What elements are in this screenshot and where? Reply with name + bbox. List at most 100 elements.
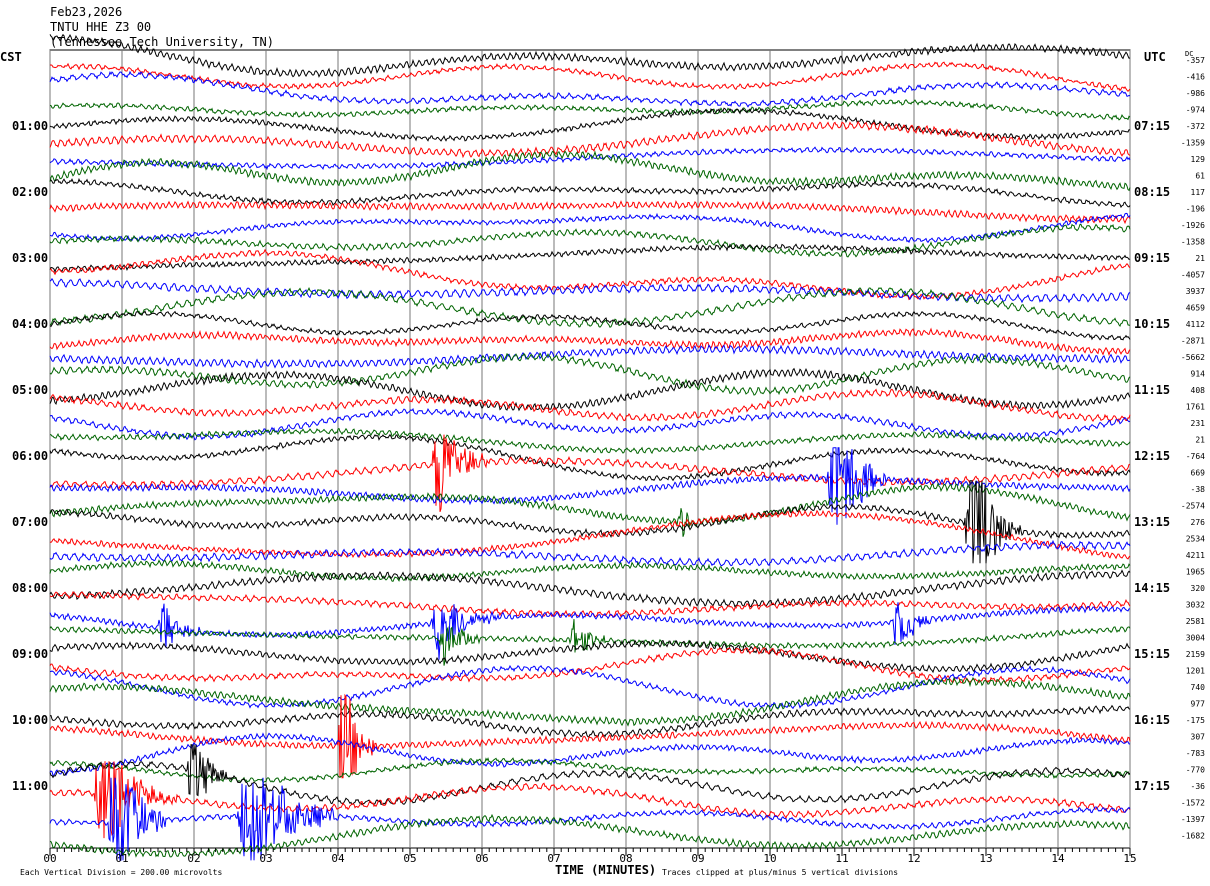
- trace-line-40: [49, 704, 1131, 739]
- x-tick-label: 15: [1123, 852, 1136, 865]
- x-tick-label: 13: [979, 852, 992, 865]
- dc-offset-label: 408: [1191, 386, 1206, 395]
- x-tick-label: 04: [331, 852, 345, 865]
- left-timezone-label: CST: [0, 50, 22, 64]
- trace-line-12: [49, 243, 1131, 274]
- trace-line-35: [49, 619, 1131, 666]
- trace-line-24: [49, 433, 1131, 482]
- dc-offset-label: 231: [1191, 419, 1206, 428]
- dc-offset-label: -36: [1191, 782, 1206, 791]
- x-tick-label: 09: [691, 852, 704, 865]
- dc-offset-label: -2574: [1181, 502, 1205, 511]
- trace-line-44: [49, 744, 1131, 806]
- dc-offset-label: -196: [1186, 205, 1205, 214]
- trace-line-9: [49, 199, 1131, 225]
- trace-line-19: [49, 352, 1131, 396]
- dc-offset-label: 977: [1191, 700, 1206, 709]
- dc-offset-label: -1359: [1181, 139, 1205, 148]
- dc-offset-label: -986: [1186, 89, 1205, 98]
- cst-hour-label: 09:00: [12, 647, 48, 661]
- trace-line-8: [49, 177, 1131, 209]
- dc-offset-label: 320: [1191, 584, 1206, 593]
- utc-hour-label: 12:15: [1134, 449, 1170, 463]
- trace-line-46: [49, 777, 1131, 861]
- dc-offset-label: -770: [1186, 766, 1205, 775]
- dc-offset-label: 3937: [1186, 287, 1205, 296]
- dc-offset-label: -5662: [1181, 353, 1205, 362]
- dc-offset-label: -416: [1186, 73, 1205, 82]
- trace-line-39: [49, 676, 1131, 727]
- trace-line-43: [49, 757, 1131, 784]
- trace-line-16: [49, 310, 1131, 341]
- dc-offset-label: 117: [1191, 188, 1206, 197]
- dc-offset-label: -1926: [1181, 221, 1205, 230]
- dc-offset-label: 1201: [1186, 667, 1205, 676]
- cst-hour-label: 06:00: [12, 449, 48, 463]
- utc-hour-label: 10:15: [1134, 317, 1170, 331]
- trace-line-42: [49, 732, 1131, 777]
- dc-offset-label: 4112: [1186, 320, 1205, 329]
- x-tick-label: 01: [115, 852, 128, 865]
- trace-line-7: [49, 150, 1131, 192]
- utc-hour-label: 14:15: [1134, 581, 1170, 595]
- trace-line-22: [49, 407, 1131, 441]
- utc-hour-label: 08:15: [1134, 185, 1170, 199]
- trace-line-6: [49, 146, 1131, 171]
- utc-hour-label: 16:15: [1134, 713, 1170, 727]
- trace-line-23: [49, 427, 1131, 455]
- x-tick-label: 11: [835, 852, 848, 865]
- utc-hour-label: 09:15: [1134, 251, 1170, 265]
- trace-line-10: [49, 212, 1131, 244]
- x-tick-label: 06: [475, 852, 488, 865]
- trace-line-21: [49, 388, 1131, 423]
- dc-offset-label: 740: [1191, 683, 1206, 692]
- trace-line-30: [49, 539, 1131, 567]
- trace-line-3: [49, 99, 1131, 121]
- trace-line-13: [49, 248, 1131, 301]
- cst-hour-label: 04:00: [12, 317, 48, 331]
- trace-line-38: [49, 664, 1131, 710]
- dc-offset-label: 1761: [1186, 403, 1205, 412]
- dc-offset-label: 914: [1191, 370, 1206, 379]
- station-location: (Tennessee Tech University, TN): [50, 35, 274, 49]
- dc-offset-label: -1397: [1181, 815, 1205, 824]
- dc-offset-label: -175: [1186, 716, 1205, 725]
- x-tick-label: 02: [187, 852, 200, 865]
- dc-offset-label: -38: [1191, 485, 1206, 494]
- dc-offset-label: -1682: [1181, 832, 1205, 841]
- utc-hour-label: 15:15: [1134, 647, 1170, 661]
- row-labels: 01:00 02:00 03:00 04:00 05:00 06:00 07:00 08:00…: [12, 56, 1205, 841]
- utc-hour-label: 17:15: [1134, 779, 1170, 793]
- trace-line-20: [49, 367, 1131, 412]
- cst-hour-label: 07:00: [12, 515, 48, 529]
- trace-line-34: [49, 602, 1131, 660]
- dc-offset-label: -783: [1186, 749, 1205, 758]
- x-tick-label: 05: [403, 852, 416, 865]
- trace-line-29: [49, 509, 1131, 560]
- dc-offset-label: -372: [1186, 122, 1205, 131]
- dc-offset-label: -2871: [1181, 337, 1205, 346]
- cst-hour-label: 10:00: [12, 713, 48, 727]
- trace-line-15: [49, 286, 1131, 328]
- trace-line-14: [49, 277, 1131, 304]
- dc-offset-label: 3032: [1186, 601, 1205, 610]
- cst-hour-label: 01:00: [12, 119, 48, 133]
- right-timezone-label: UTC: [1144, 50, 1166, 64]
- dc-offset-label: 307: [1191, 733, 1206, 742]
- dc-offset-label: 2159: [1186, 650, 1205, 659]
- traces: [49, 33, 1131, 861]
- dc-offset-label: -1572: [1181, 799, 1205, 808]
- trace-line-37: [49, 646, 1131, 685]
- trace-line-11: [49, 223, 1131, 258]
- dc-offset-label: 4211: [1186, 551, 1205, 560]
- trace-line-28: [49, 480, 1131, 564]
- dc-offset-label: -1358: [1181, 238, 1205, 247]
- x-tick-label: 00: [43, 852, 56, 865]
- trace-line-27: [49, 482, 1131, 537]
- dc-offset-label: 21: [1195, 254, 1205, 263]
- trace-line-18: [49, 344, 1131, 369]
- x-axis-title: TIME (MINUTES): [555, 863, 656, 877]
- x-tick-label: 07: [547, 852, 560, 865]
- dc-offset-label: 276: [1191, 518, 1206, 527]
